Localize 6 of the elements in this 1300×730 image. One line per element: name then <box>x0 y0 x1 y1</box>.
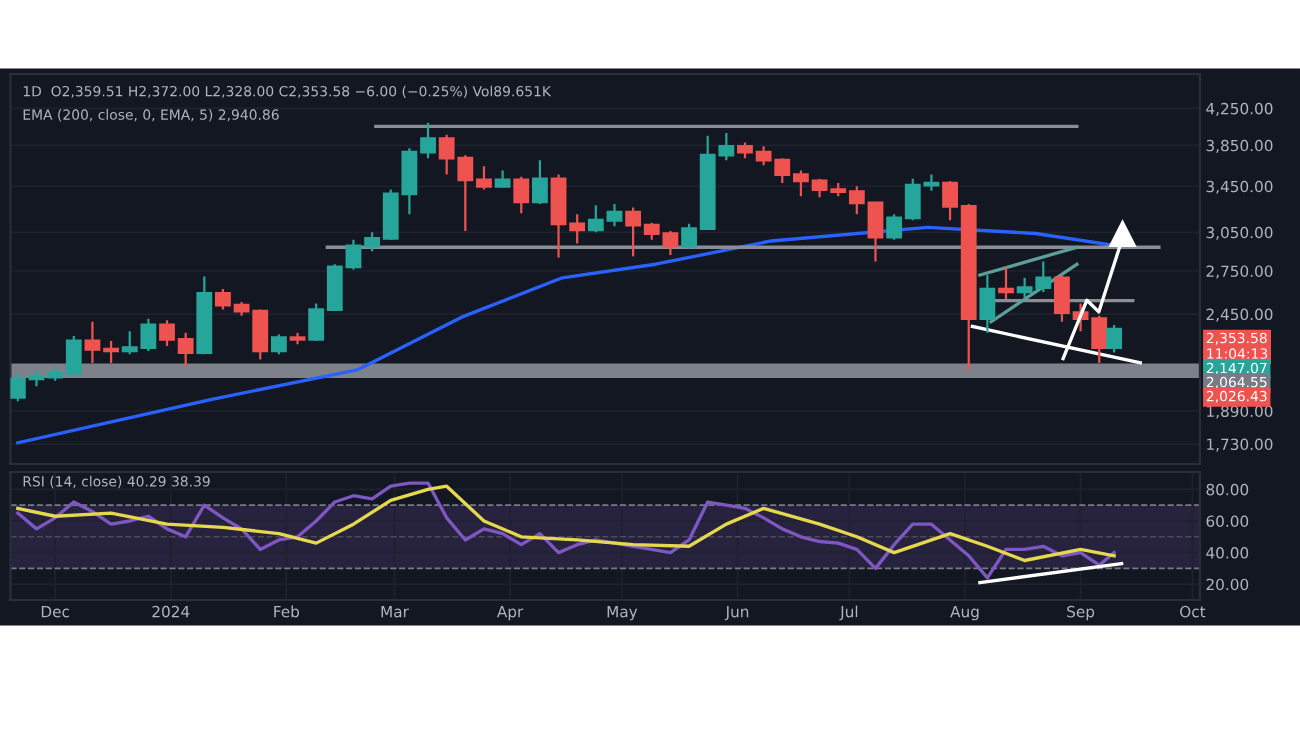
candlestick <box>270 333 287 356</box>
candlestick <box>1106 323 1123 354</box>
candlestick <box>979 273 996 334</box>
candlestick <box>531 159 548 206</box>
candlestick <box>998 265 1014 301</box>
candlestick <box>513 175 530 215</box>
